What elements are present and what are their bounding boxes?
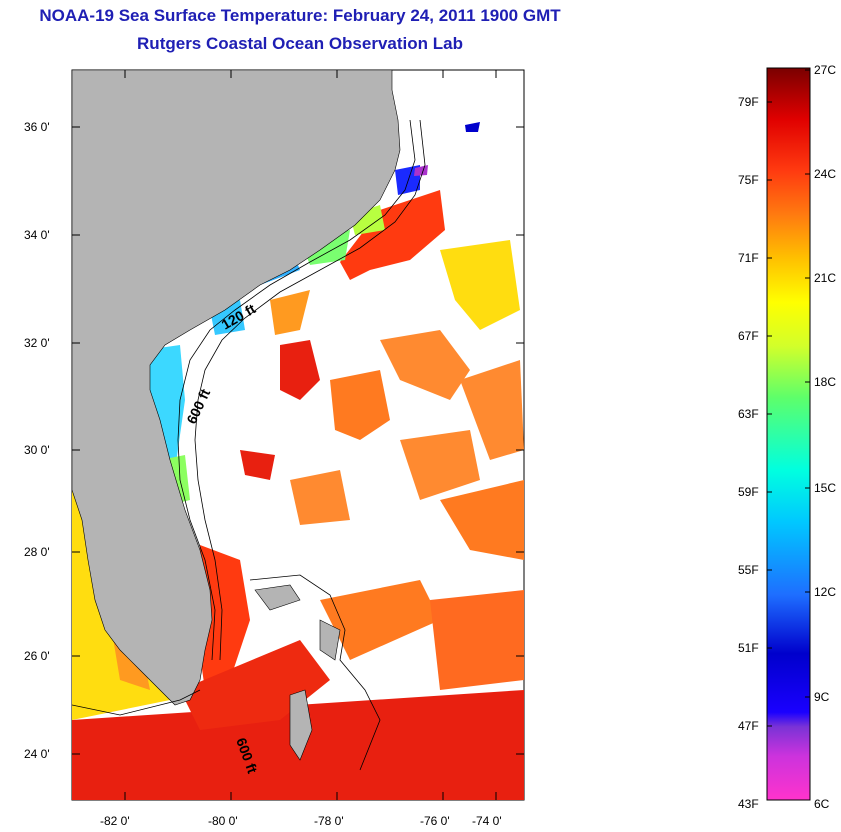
lon-label-80: -80 0' xyxy=(208,814,238,828)
sst-warm-gulf-stream xyxy=(72,190,524,800)
f-label-67: 67F xyxy=(738,329,759,343)
lat-label-28: 28 0' xyxy=(24,545,50,559)
f-label-79: 79F xyxy=(738,95,759,109)
f-label-51: 51F xyxy=(738,641,759,655)
bahamas-islands-3 xyxy=(319,619,341,661)
f-label-59: 59F xyxy=(738,485,759,499)
c-label-18: 18C xyxy=(814,375,836,389)
lon-label-78: -78 0' xyxy=(314,814,344,828)
c-label-6: 6C xyxy=(814,797,830,811)
lat-label-34: 34 0' xyxy=(24,228,50,242)
colorbar-celsius-scale: 27C 24C 21C 18C 15C 12C 9C 6C xyxy=(814,63,836,811)
c-label-12: 12C xyxy=(814,585,836,599)
f-label-43: 43F xyxy=(738,797,759,811)
us-coastline-land xyxy=(72,70,401,706)
lon-label-74: -74 0' xyxy=(472,814,502,828)
lat-label-36: 36 0' xyxy=(24,120,50,134)
map-subtitle: Rutgers Coastal Ocean Observation Lab xyxy=(137,34,463,53)
contour-bahamas xyxy=(249,574,381,771)
lat-label-24: 24 0' xyxy=(24,747,50,761)
lon-label-76: -76 0' xyxy=(420,814,450,828)
temperature-colorbar xyxy=(766,67,811,801)
bahamas-islands xyxy=(289,689,313,761)
colorbar-fahrenheit-scale: 79F 75F 71F 67F 63F 59F 55F 51F 47F 43F xyxy=(738,95,759,811)
lat-label-32: 32 0' xyxy=(24,336,50,350)
contour-120ft xyxy=(177,119,416,661)
contour-600ft xyxy=(194,119,426,661)
f-label-47: 47F xyxy=(738,719,759,733)
map-title: NOAA-19 Sea Surface Temperature: Februar… xyxy=(39,6,561,25)
contour-keys xyxy=(72,689,201,716)
lon-label-82: -82 0' xyxy=(100,814,130,828)
colorbar-ticks xyxy=(767,69,810,727)
f-label-55: 55F xyxy=(738,563,759,577)
c-label-27: 27C xyxy=(814,63,836,77)
f-label-63: 63F xyxy=(738,407,759,421)
f-label-75: 75F xyxy=(738,173,759,187)
lat-label-30: 30 0' xyxy=(24,443,50,457)
c-label-9: 9C xyxy=(814,690,830,704)
lat-label-26: 26 0' xyxy=(24,649,50,663)
c-label-21: 21C xyxy=(814,271,836,285)
axis-ticks xyxy=(72,70,524,800)
c-label-15: 15C xyxy=(814,481,836,495)
c-label-24: 24C xyxy=(814,167,836,181)
f-label-71: 71F xyxy=(738,251,759,265)
map-content xyxy=(72,70,524,800)
bahamas-islands-2 xyxy=(254,584,301,611)
